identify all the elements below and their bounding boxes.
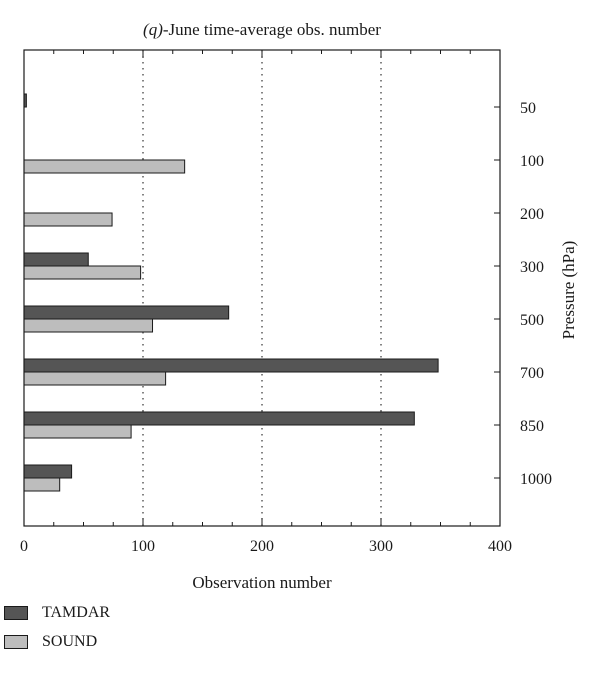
legend-swatch-sound [4, 635, 28, 649]
y-tick-label: 100 [520, 153, 544, 170]
x-tick-label: 100 [131, 538, 155, 555]
bar-sound-100 [23, 159, 186, 174]
y-tick-label: 850 [520, 418, 544, 435]
legend-item-tamdar: TAMDAR [4, 604, 110, 622]
x-tick-label: 400 [488, 538, 512, 555]
y-tick-label: 50 [520, 100, 536, 117]
bar-sound-1000 [23, 477, 61, 492]
bar-sound-500 [23, 318, 154, 333]
y-tick-label: 200 [520, 206, 544, 223]
x-tick-label: 0 [20, 538, 28, 555]
chart-title: (q)-June time-average obs. number [143, 20, 381, 39]
bar-sound-850 [23, 424, 132, 439]
y-tick-label: 1000 [520, 471, 552, 488]
legend-item-sound: SOUND [4, 633, 97, 651]
bar-tamdar-500 [23, 305, 230, 320]
bar-tamdar-300 [23, 252, 89, 267]
legend-swatch-tamdar [4, 606, 28, 620]
y-axis-label: Pressure (hPa) [559, 241, 578, 340]
x-tick-label: 300 [369, 538, 393, 555]
bar-tamdar-1000 [23, 464, 73, 479]
legend-label-sound: SOUND [42, 633, 98, 650]
y-tick-label: 700 [520, 365, 544, 382]
legend-label-tamdar: TAMDAR [42, 604, 111, 621]
bar-tamdar-850 [23, 411, 415, 426]
bar-sound-300 [23, 265, 142, 280]
x-axis-label: Observation number [192, 573, 332, 592]
y-tick-label: 500 [520, 312, 544, 329]
y-tick-label: 300 [520, 259, 544, 276]
chart-plot: 50 100 200 300 500 700 850 1000 0 100 200 300 400 Obs… [20, 49, 578, 592]
plot-frame [23, 49, 501, 527]
bar-sound-200 [23, 212, 113, 227]
bar-tamdar-700 [23, 358, 439, 373]
x-tick-label: 200 [250, 538, 274, 555]
bar-sound-700 [23, 371, 167, 386]
